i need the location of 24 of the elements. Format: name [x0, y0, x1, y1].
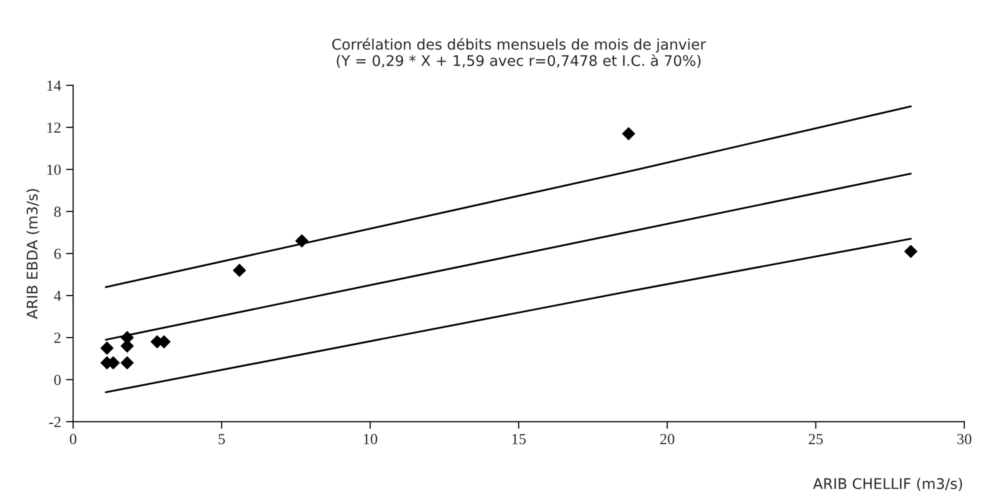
- x-tick-label: 30: [957, 434, 972, 444]
- point: [904, 244, 918, 258]
- y-tick-label: 4: [54, 290, 62, 301]
- y-tick-label: 10: [47, 164, 61, 175]
- y-tick-label: -2: [49, 416, 60, 427]
- chart-title: Corrélation des débits mensuels de mois de janvier (Y = 0,29 * X + 1,59 avec r=0,7478 et I.C. à 70%): [332, 38, 706, 68]
- y-tick-label: 8: [54, 206, 61, 217]
- x-tick-label: 0: [70, 434, 76, 444]
- y-tick-label: 6: [54, 248, 61, 259]
- x-tick-label: 20: [660, 434, 674, 444]
- y-tick-label: 14: [47, 80, 62, 91]
- y-tick-label: 12: [47, 122, 60, 133]
- y-tick-label: 0: [54, 374, 61, 386]
- y-tick-label: 2: [54, 332, 60, 343]
- x-axis-title: ARIB CHELLIF (m3/s): [813, 478, 962, 491]
- point: [120, 356, 134, 370]
- x-tick-label: 25: [808, 434, 823, 444]
- x-tick-label: 5: [218, 434, 225, 444]
- y-axis-title: ARIB EBDA (m3/s): [26, 189, 40, 320]
- point: [100, 342, 114, 355]
- x-tick-label: 15: [512, 434, 526, 444]
- x-tick-label: 10: [364, 434, 378, 444]
- point: [232, 264, 246, 277]
- point: [622, 127, 636, 140]
